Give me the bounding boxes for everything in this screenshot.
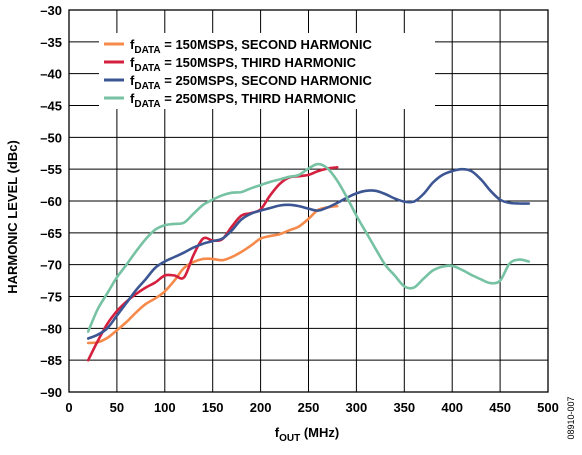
x-tick-label: 200 <box>250 400 272 415</box>
y-tick-label: –60 <box>40 194 62 209</box>
legend-label-3: fDATA = 250MSPS, SECOND HARMONIC <box>130 73 373 92</box>
x-tick-label: 300 <box>346 400 368 415</box>
y-tick-label: –40 <box>40 67 62 82</box>
y-tick-label: –65 <box>40 226 62 241</box>
series-line-3 <box>86 167 531 340</box>
x-tick-label: 400 <box>441 400 463 415</box>
y-tick-label: –90 <box>40 385 62 400</box>
plot-frame <box>68 9 549 393</box>
y-tick-label: –35 <box>40 35 62 50</box>
figure-id: 08910-007 <box>566 396 576 439</box>
series-line-4 <box>86 162 531 333</box>
legend-label-4: fDATA = 250MSPS, THIRD HARMONIC <box>130 91 357 110</box>
x-axis-label-rest: (MHz) <box>300 425 339 440</box>
x-axis-label-main: f <box>275 425 280 440</box>
series-group <box>86 162 531 362</box>
y-tick-label: –85 <box>40 353 62 368</box>
x-axis-label: fOUT (MHz) <box>275 425 339 444</box>
y-axis-label: HARMONIC LEVEL (dBc) <box>5 140 20 294</box>
x-tick-label: 50 <box>110 400 124 415</box>
x-tick-label: 450 <box>489 400 511 415</box>
legend-label-1: fDATA = 150MSPS, SECOND HARMONIC <box>130 37 373 56</box>
y-tick-label: –45 <box>40 99 62 114</box>
legend-label-2: fDATA = 150MSPS, THIRD HARMONIC <box>130 55 357 74</box>
x-axis-label-sub: OUT <box>279 433 300 444</box>
y-tick-label: –70 <box>40 258 62 273</box>
series-line-1 <box>86 204 339 345</box>
y-tick-label: –50 <box>40 130 62 145</box>
x-tick-label: 250 <box>298 400 320 415</box>
x-tick-label: 500 <box>537 400 559 415</box>
tick-labels: 0 50 100 150 200 250 300 350 400 450 500 –30 –35 –40 –… <box>40 3 559 415</box>
x-tick-label: 0 <box>65 400 72 415</box>
y-tick-label: –80 <box>40 321 62 336</box>
x-tick-label: 100 <box>154 400 176 415</box>
x-tick-label: 350 <box>393 400 415 415</box>
y-tick-label: –55 <box>40 162 62 177</box>
y-tick-label: –30 <box>40 3 62 18</box>
y-tick-label: –75 <box>40 290 62 305</box>
x-tick-label: 150 <box>202 400 224 415</box>
legend-box <box>99 33 435 109</box>
